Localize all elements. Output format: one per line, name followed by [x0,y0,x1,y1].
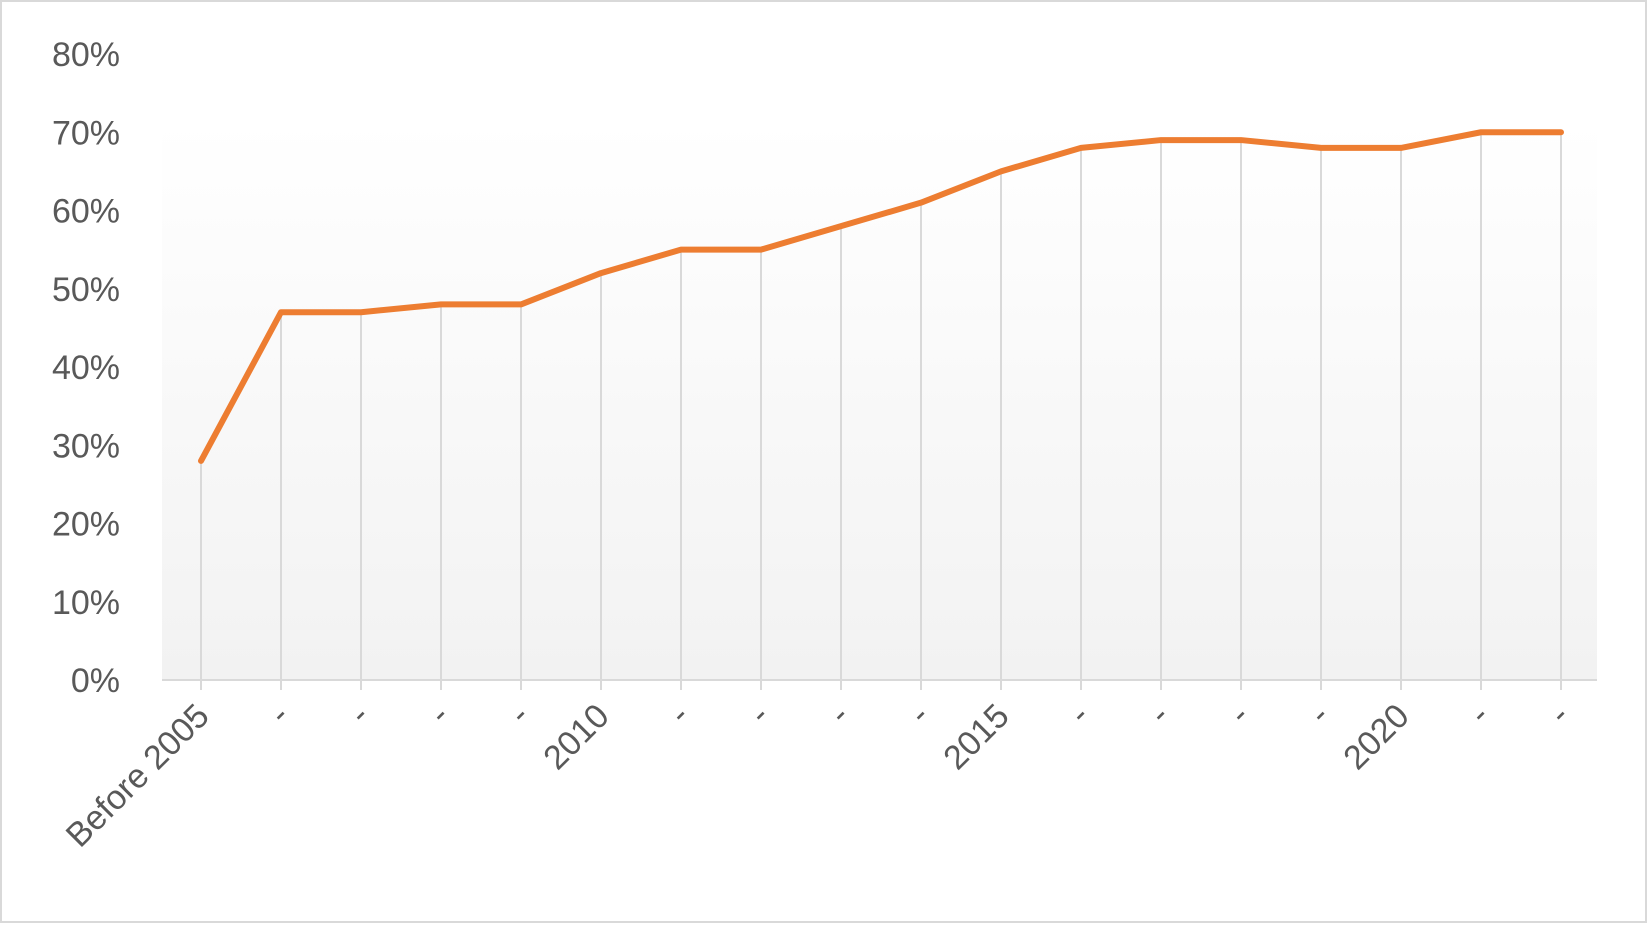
x-tick-label: - [502,697,537,732]
x-tick-label: Before 2005 [59,697,217,855]
x-tick-label: - [662,697,697,732]
y-tick-label: 30% [52,427,120,465]
x-tick-label: - [1462,697,1497,732]
x-tick-label: 2020 [1336,697,1416,777]
y-tick-label: 40% [52,349,120,387]
drop-lines [200,132,1562,690]
x-tick-label: - [822,697,857,732]
series-line [198,129,1564,464]
y-tick-label: 0% [71,662,120,700]
x-tick-label: - [1542,697,1577,732]
y-tick-label: 80% [52,36,120,74]
y-axis-tick-labels: 0% 10% 20% 30% 40% 50% 60% 70% 80% [52,36,120,700]
x-axis-tick-labels: Before 2005- - - -2010- - - -2015- - - -2020- - [59,697,1577,855]
x-tick-label: - [1302,697,1337,732]
x-tick-label: - [1062,697,1097,732]
y-tick-label: 60% [52,193,120,231]
y-tick-label: 10% [52,584,120,622]
x-tick-label: - [342,697,377,732]
plot-area-background [162,122,1597,680]
x-tick-label: - [742,697,777,732]
x-tick-label: - [1142,697,1177,732]
x-tick-label: - [422,697,457,732]
y-tick-label: 50% [52,271,120,309]
x-tick-label: 2015 [936,697,1016,777]
x-tick-label: - [1222,697,1257,732]
x-tick-label: - [262,697,297,732]
x-tick-label: 2010 [536,697,616,777]
y-tick-label: 70% [52,114,120,152]
y-tick-label: 20% [52,506,120,544]
x-tick-label: - [902,697,937,732]
